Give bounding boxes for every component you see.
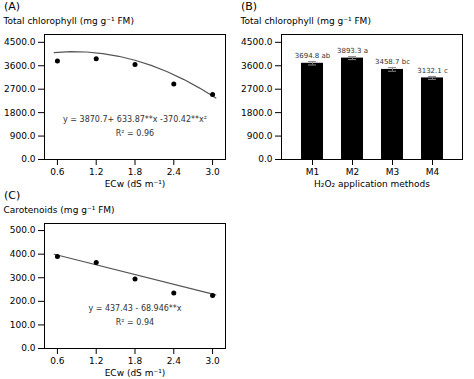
- svg-text:M1: M1: [306, 167, 320, 177]
- svg-text:ECw (dS m⁻¹): ECw (dS m⁻¹): [105, 179, 166, 189]
- svg-text:R² = 0.96: R² = 0.96: [116, 129, 154, 138]
- html-text:(C): (C): [4, 189, 21, 202]
- svg-text:100.0: 100.0: [10, 320, 36, 330]
- svg-text:500.0: 500.0: [10, 225, 36, 235]
- svg-text:3.0: 3.0: [205, 356, 220, 366]
- svg-text:y = 437.43 - 68.946**x: y = 437.43 - 68.946**x: [88, 304, 181, 313]
- svg-text:2700.0: 2700.0: [241, 84, 273, 94]
- svg-text:0.0: 0.0: [258, 154, 273, 164]
- svg-text:y = 3870.7+ 633.87**x -370.42*: y = 3870.7+ 633.87**x -370.42**x²: [63, 115, 207, 124]
- svg-text:1.8: 1.8: [128, 167, 143, 177]
- svg-text:M3: M3: [386, 167, 400, 177]
- svg-text:400.0: 400.0: [10, 249, 36, 259]
- svg-text:4500.0: 4500.0: [4, 37, 36, 47]
- svg-text:1.2: 1.2: [89, 356, 103, 366]
- svg-text:3893.3 a: 3893.3 a: [337, 47, 368, 55]
- svg-text:Carotenoids (mg g⁻¹ FM): Carotenoids (mg g⁻¹ FM): [4, 205, 115, 215]
- html-text:(A): (A): [4, 0, 21, 13]
- svg-text:3600.0: 3600.0: [241, 61, 273, 71]
- svg-text:1800.0: 1800.0: [241, 108, 273, 118]
- svg-text:H₂O₂ application methods: H₂O₂ application methods: [314, 179, 430, 189]
- svg-text:3132.1 c: 3132.1 c: [417, 67, 448, 75]
- svg-text:2.4: 2.4: [167, 167, 182, 177]
- svg-text:R² = 0.94: R² = 0.94: [116, 318, 154, 327]
- html-text:(B): (B): [241, 0, 258, 13]
- svg-text:0.6: 0.6: [50, 167, 65, 177]
- svg-text:0.0: 0.0: [21, 154, 36, 164]
- svg-text:3600.0: 3600.0: [4, 61, 36, 71]
- svg-text:3.0: 3.0: [205, 167, 220, 177]
- svg-text:1.2: 1.2: [89, 167, 103, 177]
- svg-text:2700.0: 2700.0: [4, 84, 36, 94]
- svg-text:M4: M4: [426, 167, 440, 177]
- svg-text:2.4: 2.4: [167, 356, 182, 366]
- svg-text:3458.7 bc: 3458.7 bc: [375, 58, 410, 66]
- svg-text:Total chlorophyll (mg g⁻¹ FM): Total chlorophyll (mg g⁻¹ FM): [3, 16, 134, 26]
- svg-text:3694.8 ab: 3694.8 ab: [295, 52, 331, 60]
- svg-text:ECw (dS m⁻¹): ECw (dS m⁻¹): [105, 368, 166, 378]
- svg-text:900.0: 900.0: [10, 131, 36, 141]
- svg-text:0.0: 0.0: [21, 343, 36, 353]
- svg-text:Total chlorophyll (mg g⁻¹ FM): Total chlorophyll (mg g⁻¹ FM): [240, 16, 371, 26]
- svg-text:0.6: 0.6: [50, 356, 65, 366]
- svg-text:900.0: 900.0: [247, 131, 273, 141]
- svg-text:M2: M2: [346, 167, 360, 177]
- svg-text:200.0: 200.0: [10, 296, 36, 306]
- svg-text:1800.0: 1800.0: [4, 108, 36, 118]
- svg-text:4500.0: 4500.0: [241, 37, 273, 47]
- svg-text:1.8: 1.8: [128, 356, 143, 366]
- svg-text:300.0: 300.0: [10, 273, 36, 283]
